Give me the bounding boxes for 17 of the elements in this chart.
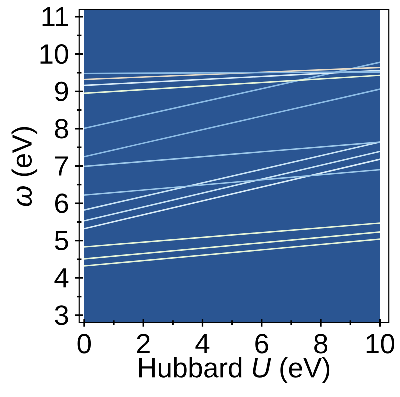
- x-tick-label: 4: [196, 334, 210, 354]
- y-tick-label: 3: [55, 306, 68, 326]
- x-tick-label: 10: [366, 334, 395, 354]
- x-tick-label: 0: [78, 334, 92, 354]
- y-tick-label: 8: [55, 119, 68, 139]
- y-tick-label: 4: [54, 268, 69, 288]
- x-tick-label: 6: [256, 334, 268, 354]
- x-tick-label: 2: [137, 334, 150, 354]
- y-axis-title: ω (eV): [12, 127, 38, 206]
- y-tick-label: 7: [56, 156, 68, 176]
- x-tick-label: 8: [314, 334, 328, 354]
- y-tick-label: 5: [55, 231, 68, 250]
- y-tick-label: 6: [55, 194, 68, 214]
- y-tick-label: 9: [55, 82, 68, 102]
- x-axis-title: Hubbard U (eV): [140, 358, 330, 384]
- y-tick-label: 10: [40, 44, 68, 64]
- y-tick-label: 11: [42, 7, 68, 27]
